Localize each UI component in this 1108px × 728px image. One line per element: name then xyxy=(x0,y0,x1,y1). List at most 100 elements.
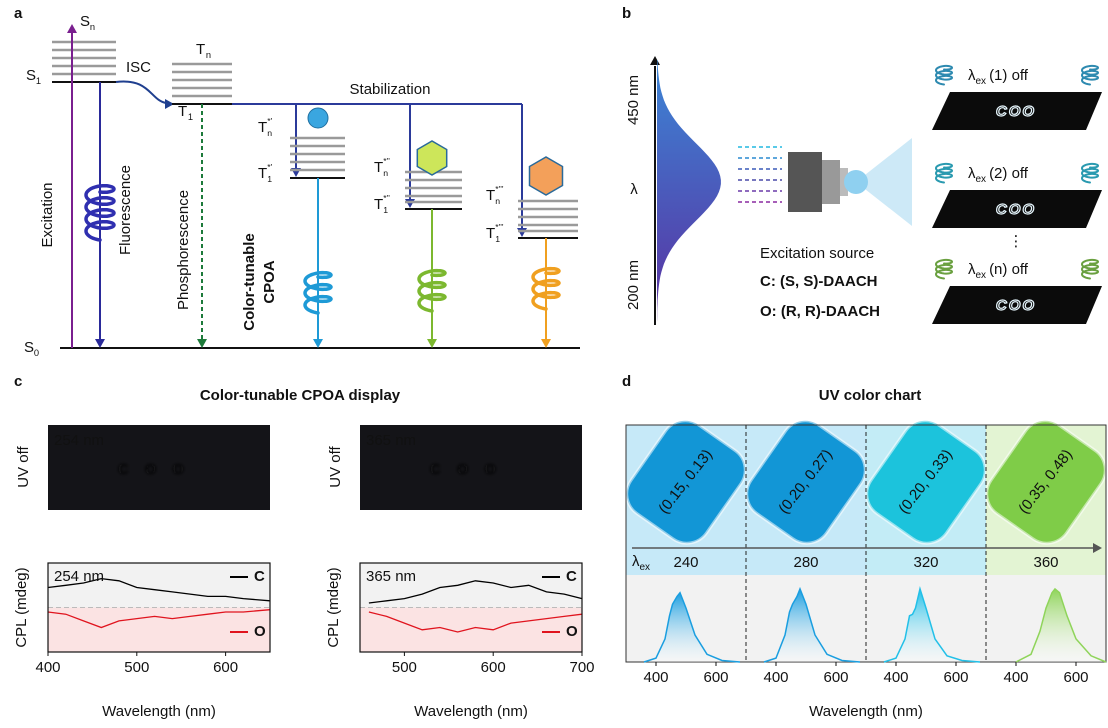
lamp-bulb xyxy=(844,170,868,194)
level-label-main: S xyxy=(26,67,36,84)
level-label-main: T xyxy=(486,225,495,242)
x-tick-label: 700 xyxy=(569,659,594,676)
excitation-label: 320 xyxy=(913,554,938,571)
axis-label: 450 nm xyxy=(625,75,642,125)
coo-text: COO xyxy=(996,201,1036,218)
axis-label: UV off xyxy=(327,445,344,487)
coo-glow: COO xyxy=(118,461,200,478)
coo-text: COO xyxy=(996,103,1036,120)
lamp-body xyxy=(788,152,822,212)
panel-title: UV color chart xyxy=(819,387,922,404)
level-label-sup: *'' xyxy=(383,156,390,166)
level-label: Tn xyxy=(196,41,211,60)
level-label: T*'1 xyxy=(258,162,273,184)
figure: aS0SnS1ExcitationFluorescenceISCTnT1Phos… xyxy=(0,0,1108,728)
arrow-head xyxy=(95,339,105,348)
source-label: O: (R, R)-DAACH xyxy=(760,303,880,320)
state-text: (n) off xyxy=(989,261,1029,278)
excitation-label: 240 xyxy=(673,554,698,571)
level-label: T*'n xyxy=(258,116,273,138)
spiral xyxy=(936,260,952,279)
level-label-main: T xyxy=(374,159,383,176)
arrow-head xyxy=(541,339,551,348)
source-label: C: (S, S)-DAACH xyxy=(760,273,878,290)
ellipsis: ⋮ xyxy=(1009,233,1024,250)
panel-letter: b xyxy=(622,5,631,22)
level-label: T*''1 xyxy=(374,193,390,215)
arrow-head xyxy=(650,56,660,65)
level-label-main: T xyxy=(258,119,267,136)
level-label-sub: n xyxy=(267,128,272,138)
axis-label: λ xyxy=(630,181,638,198)
lambda-sub: ex xyxy=(976,76,987,87)
level-label-sub: 1 xyxy=(188,112,193,122)
excitation-label: 280 xyxy=(793,554,818,571)
legend-label: C xyxy=(566,568,577,585)
x-tick-label: 400 xyxy=(643,669,668,686)
level-label-main: T xyxy=(178,103,187,120)
plot-label: 365 nm xyxy=(366,568,416,585)
level-label: T*''n xyxy=(374,156,390,178)
x-tick-label: 600 xyxy=(1063,669,1088,686)
x-tick-label: 600 xyxy=(823,669,848,686)
arrow-head xyxy=(67,24,77,33)
x-tick-label: 600 xyxy=(703,669,728,686)
spiral xyxy=(1082,260,1098,279)
level-label-sub: 1 xyxy=(495,234,500,244)
spiral xyxy=(936,66,952,85)
level-label: T1 xyxy=(178,103,193,122)
x-tick-label: 400 xyxy=(763,669,788,686)
level-label-sup: *''' xyxy=(495,184,504,194)
level-label-main: T xyxy=(196,41,205,58)
isc-arrow xyxy=(116,82,166,103)
level-label: T*'''1 xyxy=(486,222,504,244)
axis-label: 200 nm xyxy=(625,260,642,310)
lamp-body xyxy=(822,160,840,204)
spiral xyxy=(1082,66,1098,85)
crystal-icon xyxy=(417,141,446,175)
stabilization-label: Stabilization xyxy=(350,81,431,98)
x-axis-label: Wavelength (nm) xyxy=(414,703,528,720)
coo-text: COO xyxy=(996,297,1036,314)
level-label-main: T xyxy=(374,196,383,213)
level-label-sub: 1 xyxy=(267,174,272,184)
level-label-sub: n xyxy=(495,196,500,206)
y-axis-label: CPL (mdeg) xyxy=(325,567,342,647)
crystal-icon xyxy=(530,157,563,195)
level-label: S1 xyxy=(26,67,41,86)
level-label-sup: *'' xyxy=(383,193,390,203)
axis-label: Fluorescence xyxy=(117,165,134,255)
arrow-head xyxy=(517,228,527,237)
x-axis-label: Wavelength (nm) xyxy=(809,703,923,720)
lambda-label: λex(2) off xyxy=(968,165,1029,185)
lambda-label: λex(n) off xyxy=(968,261,1029,281)
photo-label: 254 nm xyxy=(54,432,104,449)
level-label-main: S xyxy=(80,13,90,30)
x-tick-label: 600 xyxy=(481,659,506,676)
arrow-head xyxy=(427,339,437,348)
arrow-head xyxy=(197,339,207,348)
x-tick-label: 400 xyxy=(1003,669,1028,686)
spectrum-shape xyxy=(657,60,721,322)
spiral xyxy=(936,164,952,183)
plot-background xyxy=(360,608,582,653)
level-label-main: S xyxy=(24,339,34,356)
cpoa-label: Color-tunable xyxy=(241,233,258,331)
x-tick-label: 600 xyxy=(213,659,238,676)
excitation-label: 360 xyxy=(1033,554,1058,571)
lambda-sub: ex xyxy=(640,562,651,573)
level-label: T*'''n xyxy=(486,184,504,206)
x-tick-label: 400 xyxy=(883,669,908,686)
panel-letter: a xyxy=(14,5,23,22)
panel-letter: c xyxy=(14,373,22,390)
coo-glow: COO xyxy=(430,461,512,478)
isc-label: ISC xyxy=(126,59,151,76)
x-tick-label: 500 xyxy=(124,659,149,676)
level-label: Sn xyxy=(80,13,95,32)
arrow-head xyxy=(313,339,323,348)
lambda-sub: ex xyxy=(976,174,987,185)
level-label: S0 xyxy=(24,339,39,358)
legend-label: C xyxy=(254,568,265,585)
source-label: Excitation source xyxy=(760,245,874,262)
level-label-sub: 0 xyxy=(34,348,39,358)
